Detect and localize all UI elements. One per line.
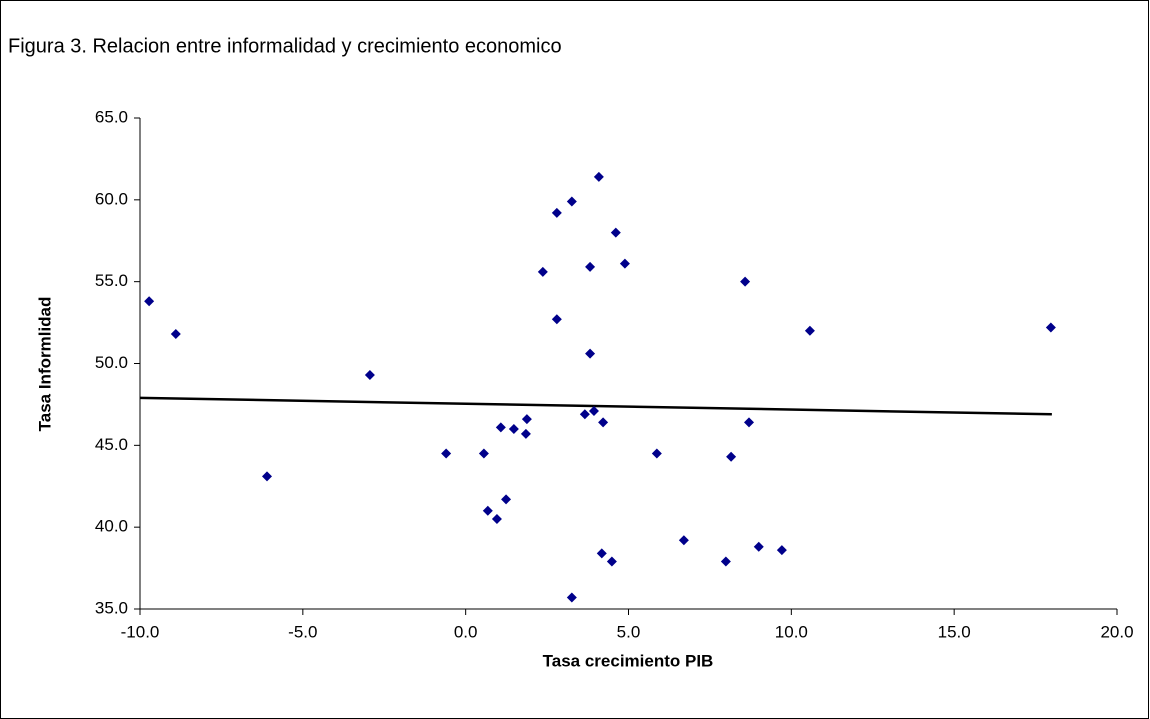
- y-tick-label: 35.0: [95, 598, 128, 617]
- x-tick-label: 10.0: [775, 622, 808, 641]
- scatter-point: [482, 505, 493, 516]
- scatter-point: [678, 535, 689, 546]
- scatter-point: [740, 276, 751, 287]
- scatter-point: [144, 296, 155, 307]
- scatter-point: [776, 545, 787, 556]
- y-tick-label: 55.0: [95, 271, 128, 290]
- scatter-point: [441, 448, 452, 459]
- x-tick-label: 15.0: [938, 622, 971, 641]
- scatter-point: [743, 417, 754, 428]
- chart-title: Figura 3. Relacion entre informalidad y …: [8, 35, 562, 57]
- scatter-point: [262, 471, 273, 482]
- scatter-point: [720, 556, 731, 567]
- scatter-point: [585, 348, 596, 359]
- scatter-point: [551, 314, 562, 325]
- scatter-point: [491, 513, 502, 524]
- scatter-point: [596, 548, 607, 559]
- scatter-point: [508, 423, 519, 434]
- scatter-point: [170, 329, 181, 340]
- scatter-point: [520, 428, 531, 439]
- scatter-point: [606, 556, 617, 567]
- y-axis-title: Tasa Informlidad: [35, 297, 54, 432]
- scatter-point: [1045, 322, 1056, 333]
- scatter-point: [619, 258, 630, 269]
- scatter-point: [593, 171, 604, 182]
- scatter-point: [566, 196, 577, 207]
- scatter-point: [588, 405, 599, 416]
- scatter-point: [495, 422, 506, 433]
- scatter-point: [651, 448, 662, 459]
- scatter-point: [537, 266, 548, 277]
- x-axis-title: Tasa crecimiento PIB: [543, 651, 714, 670]
- scatter-point: [610, 227, 621, 238]
- scatter-point: [364, 369, 375, 380]
- y-tick-label: 50.0: [95, 353, 128, 372]
- y-tick-label: 65.0: [95, 107, 128, 126]
- trendline: [139, 396, 1052, 416]
- scatter-point: [598, 417, 609, 428]
- x-tick-label: -5.0: [288, 622, 317, 641]
- scatter-point: [579, 409, 590, 420]
- scatter-point: [551, 207, 562, 218]
- x-tick-label: 5.0: [617, 622, 641, 641]
- y-tick-label: 45.0: [95, 435, 128, 454]
- scatter-point: [585, 261, 596, 272]
- scatter-point: [501, 494, 512, 505]
- scatter-point: [521, 414, 532, 425]
- y-tick-label: 40.0: [95, 517, 128, 536]
- scatter-point: [478, 448, 489, 459]
- scatter-point: [566, 592, 577, 603]
- x-tick-label: 0.0: [454, 622, 478, 641]
- scatter-point: [726, 451, 737, 462]
- scatter-point: [804, 325, 815, 336]
- y-tick-label: 60.0: [95, 189, 128, 208]
- scatter-point: [753, 541, 764, 552]
- x-tick-label: -10.0: [121, 622, 160, 641]
- x-tick-label: 20.0: [1100, 622, 1133, 641]
